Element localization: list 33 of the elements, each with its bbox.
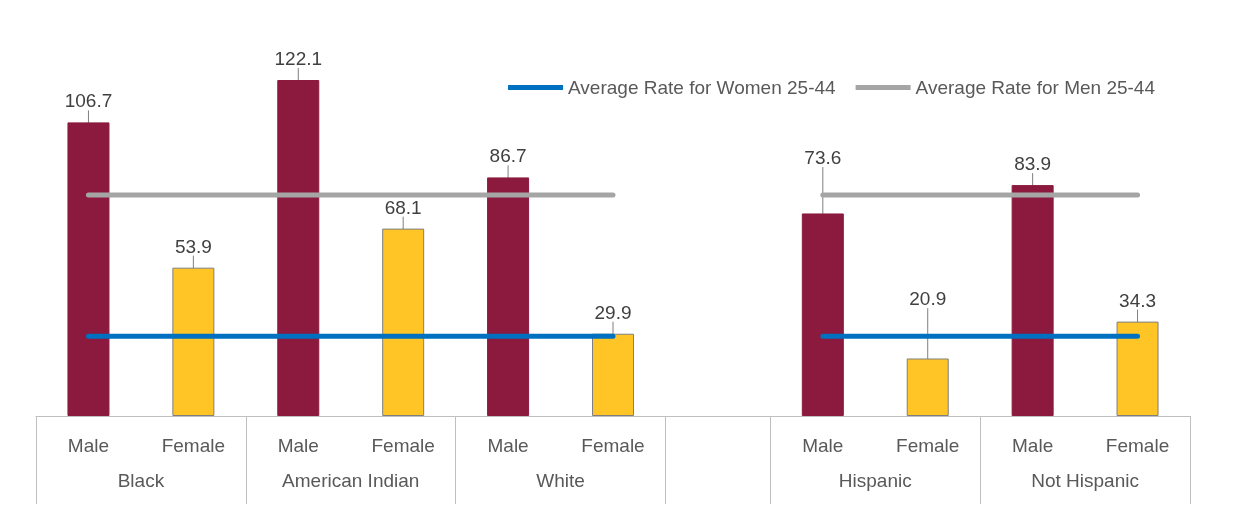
data-label: 53.9 <box>174 235 212 257</box>
data-label: 83.9 <box>1014 153 1052 175</box>
x-tick-label: Male <box>277 435 319 456</box>
bar <box>801 213 844 416</box>
data-label: 73.6 <box>804 147 842 169</box>
x-tick-label: Female <box>896 435 960 456</box>
bar <box>1011 185 1054 416</box>
data-label: 68.1 <box>384 196 422 218</box>
bar <box>277 80 320 416</box>
x-tick-label: Male <box>487 435 529 456</box>
data-label: 86.7 <box>489 145 527 167</box>
legend-label: Average Rate for Women 25-44 <box>568 77 837 98</box>
text: White <box>536 469 585 491</box>
data-label: 106.7 <box>64 90 113 112</box>
x-tick-label: Male <box>802 435 844 456</box>
bar <box>592 333 634 416</box>
bar <box>67 122 110 416</box>
legend-label: Average Rate for Men 25-44 <box>915 77 1156 98</box>
x-tick-label: Female <box>581 435 645 456</box>
x-tick-label: Female <box>371 435 435 456</box>
data-label: 29.9 <box>594 301 632 323</box>
x-tick-label: Female <box>1105 435 1170 456</box>
x-tick-label: Male <box>1012 435 1054 456</box>
data-label: 122.1 <box>274 48 323 69</box>
x-tick-label: Male <box>67 435 110 456</box>
text: Not Hispanic <box>1031 469 1139 491</box>
x-tick-label: Female <box>161 435 226 456</box>
bar <box>487 177 530 416</box>
text: Black <box>117 469 165 491</box>
text: Hispanic <box>838 469 912 491</box>
data-label: 34.3 <box>1119 289 1157 311</box>
text: American Indian <box>282 469 420 491</box>
data-label: 20.9 <box>909 288 947 310</box>
